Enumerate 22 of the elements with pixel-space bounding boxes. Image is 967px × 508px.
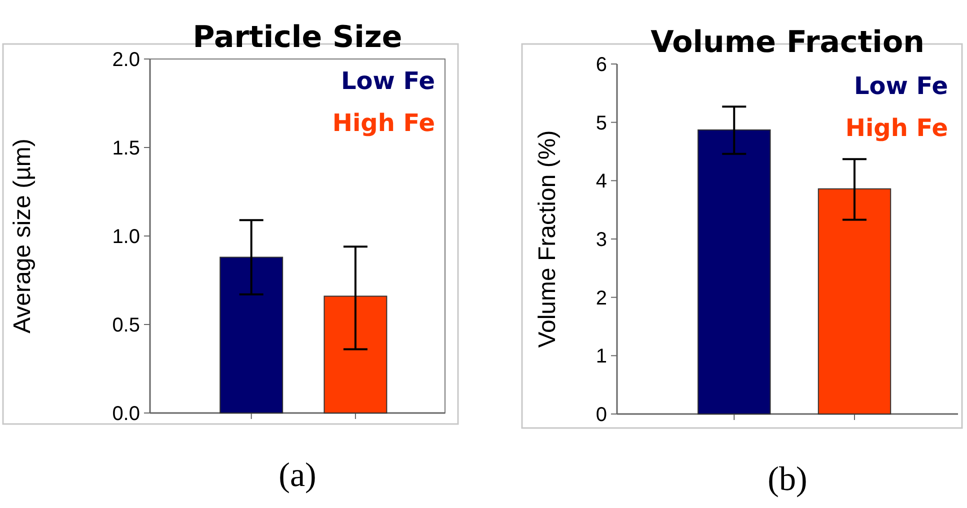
y-tick-label: 4 bbox=[596, 170, 607, 193]
series-label: High Fe bbox=[845, 114, 948, 142]
y-tick-label: 2 bbox=[596, 287, 607, 310]
y-tick-label: 3 bbox=[596, 229, 607, 251]
text: Low Fe bbox=[854, 72, 948, 100]
y-tick-label: 1.5 bbox=[112, 138, 140, 160]
text: (a) bbox=[278, 457, 316, 494]
y-tick-label: 1.0 bbox=[112, 226, 140, 248]
y-tick-label: 5 bbox=[596, 112, 607, 134]
y-tick-label: 1 bbox=[596, 346, 607, 368]
chart-title: Particle Size bbox=[192, 20, 402, 55]
y-tick-label: 0.0 bbox=[112, 403, 140, 425]
text: High Fe bbox=[332, 109, 435, 137]
y-tick-label: 0.5 bbox=[112, 314, 140, 336]
y-tick-label: 2.0 bbox=[112, 49, 140, 71]
text: Low Fe bbox=[340, 67, 435, 95]
y-axis-title: Volume Fraction (%) bbox=[534, 130, 561, 348]
y-tick-label: 6 bbox=[596, 54, 607, 76]
chart-title: Volume Fraction bbox=[650, 25, 924, 60]
text: (b) bbox=[768, 461, 808, 498]
y-axis-title: Average size (µm) bbox=[9, 138, 36, 334]
y-tick-label: 0 bbox=[596, 404, 607, 426]
